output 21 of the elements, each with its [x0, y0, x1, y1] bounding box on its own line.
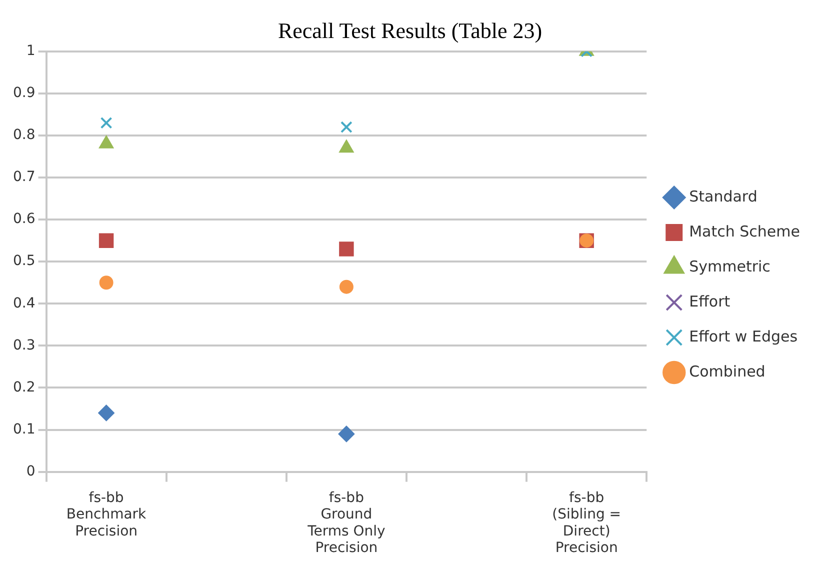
legend-label: Effort [689, 292, 730, 310]
y-tick-label: 0.3 [13, 337, 36, 354]
y-tick-label: 0.6 [13, 211, 36, 228]
legend-label: Match Scheme [689, 222, 800, 240]
x-tick-label: fs-bb (Sibling = Direct) Precision [552, 490, 622, 556]
x-tick-label: fs-bb Ground Terms Only Precision [306, 490, 386, 556]
y-tick-label: 0.9 [13, 85, 36, 102]
y-tick-label: 0 [26, 463, 36, 480]
chart-title: Recall Test Results (Table 23) [278, 18, 542, 43]
y-tick-label: 1 [26, 43, 36, 60]
x-tick-label: fs-bb Benchmark Precision [66, 490, 148, 540]
y-tick-label: 0.8 [13, 127, 36, 144]
y-tick-label: 0.4 [13, 295, 36, 312]
y-tick-label: 0.7 [13, 169, 36, 186]
y-tick-label: 0.1 [13, 421, 36, 438]
legend-label: Standard [689, 187, 758, 206]
legend-label: Combined [689, 362, 766, 380]
y-tick-label: 0.5 [13, 253, 36, 270]
legend-label: Effort w Edges [689, 327, 798, 346]
legend-label: Symmetric [689, 257, 770, 276]
y-tick-label: 0.2 [13, 379, 36, 396]
